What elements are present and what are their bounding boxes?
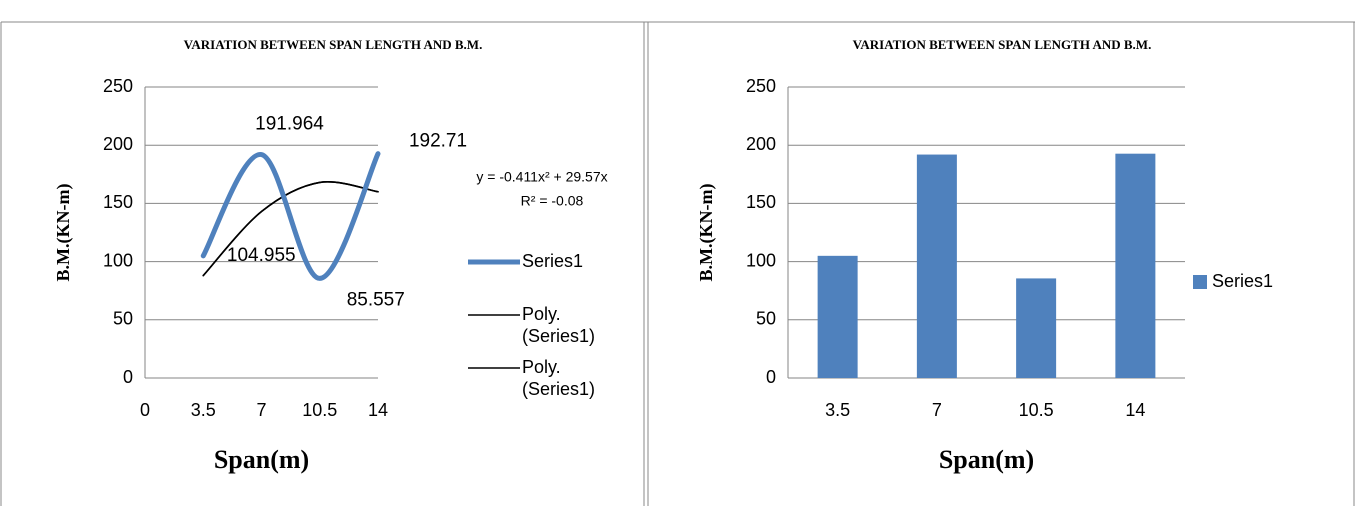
y-tick-label: 250: [746, 76, 776, 96]
bar: [1016, 278, 1057, 378]
y-tick-label: 100: [103, 250, 133, 270]
x-tick-label: 10.5: [302, 400, 337, 420]
legend-label-box: Poly. (Series1): [522, 357, 596, 399]
chart-title: VARIATION BETWEEN SPAN LENGTH AND B.M.: [853, 37, 1152, 52]
legend-label: Poly. (Series1): [522, 304, 596, 346]
y-tick-label: 100: [746, 250, 776, 270]
x-tick-label: 10.5: [1019, 400, 1054, 420]
x-axis-label: Span(m): [214, 445, 309, 474]
legend-label-box: Series1: [522, 251, 584, 271]
bar: [916, 154, 957, 378]
x-tick-label: 14: [1125, 400, 1145, 420]
legend-label-box: Poly. (Series1): [522, 304, 596, 346]
x-axis-label: Span(m): [939, 445, 1034, 474]
y-tick-label: 150: [746, 192, 776, 212]
x-tick-label: 14: [368, 400, 388, 420]
y-axis-label: B.M.(KN-m): [696, 184, 717, 282]
trendline-annotation: y = -0.411x² + 29.57x: [476, 169, 607, 185]
x-tick-label: 3.5: [191, 400, 216, 420]
y-axis-label: B.M.(KN-m): [53, 184, 74, 282]
x-tick-label: 0: [140, 400, 150, 420]
data-label: 192.71: [409, 131, 467, 152]
bar: [817, 255, 858, 378]
y-tick-label: 200: [746, 134, 776, 154]
x-tick-label: 3.5: [825, 400, 850, 420]
data-label: 191.964: [255, 114, 324, 135]
legend-label: Series1: [522, 251, 584, 271]
x-tick-label: 7: [256, 400, 266, 420]
y-tick-label: 0: [123, 367, 133, 387]
y-tick-label: 50: [113, 309, 133, 329]
y-tick-label: 50: [756, 309, 776, 329]
legend-swatch: [1193, 275, 1207, 289]
chart-title: VARIATION BETWEEN SPAN LENGTH AND B.M.: [184, 37, 483, 52]
y-tick-label: 200: [103, 134, 133, 154]
trendline-annotation: R² = -0.08: [521, 193, 584, 209]
data-label: 85.557: [347, 289, 405, 310]
y-tick-label: 150: [103, 192, 133, 212]
legend-label: Poly. (Series1): [522, 357, 596, 399]
legend-label: Series1: [1212, 271, 1273, 291]
x-tick-label: 7: [932, 400, 942, 420]
y-tick-label: 250: [103, 76, 133, 96]
y-tick-label: 0: [766, 367, 776, 387]
bar: [1115, 153, 1156, 378]
data-line: [200, 151, 381, 281]
data-label: 104.955: [227, 245, 296, 266]
